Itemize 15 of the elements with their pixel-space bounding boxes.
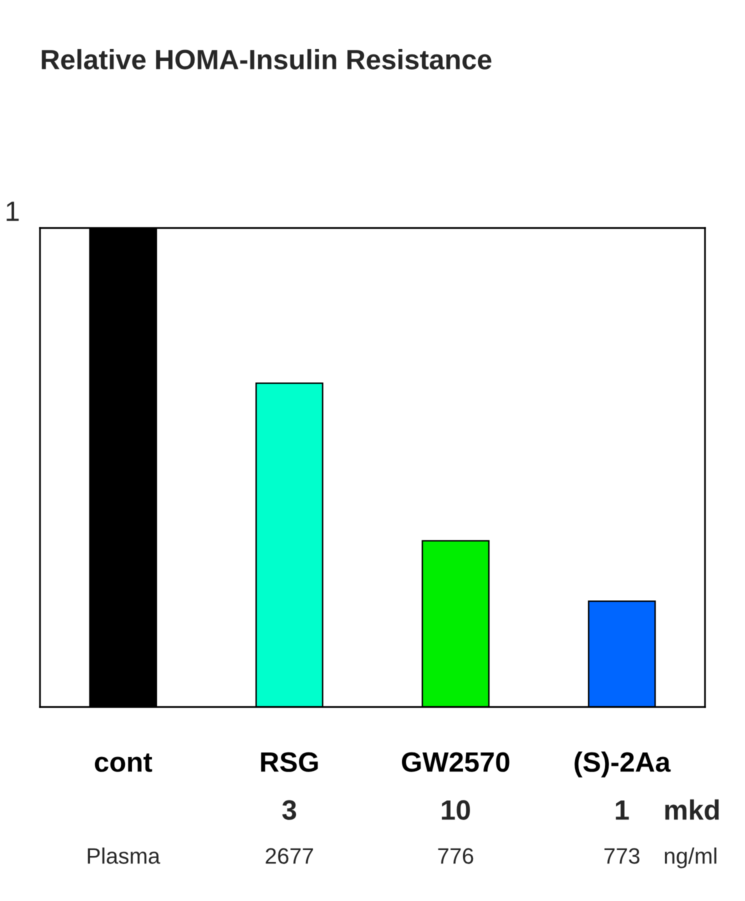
x-tick-label: (S)-2Aa (574, 752, 671, 778)
text: ng/ml (664, 848, 716, 868)
text: 10 (442, 800, 470, 820)
text: mkd (665, 799, 719, 820)
text: Plasma (88, 848, 160, 864)
text: 1 (616, 800, 629, 820)
text: 773 (604, 848, 640, 864)
x-tick-label: cont (94, 754, 152, 772)
text: 3 (282, 800, 296, 820)
chart-title: Relative HOMA-Insulin Resistance (42, 49, 492, 70)
text: 1 (6, 202, 19, 221)
text: 776 (438, 848, 474, 864)
x-tick-label: RSG (261, 752, 318, 772)
text: 2677 (266, 848, 313, 864)
x-tick-label: GW2570 (402, 752, 510, 772)
